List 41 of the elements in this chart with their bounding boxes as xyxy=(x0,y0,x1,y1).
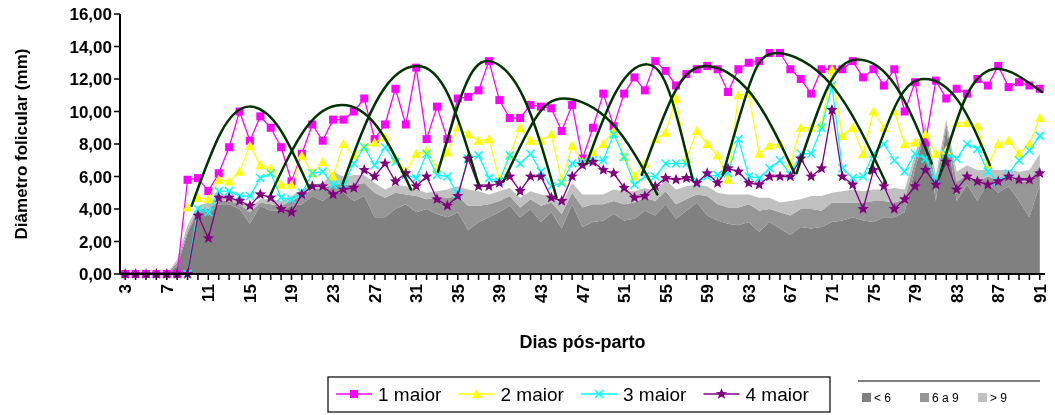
y-tick-label: 12,00 xyxy=(69,70,112,89)
x-tick-label: 79 xyxy=(906,284,926,303)
x-tick-label: 47 xyxy=(573,284,593,303)
legend-label: 2 maior xyxy=(500,384,565,405)
legend-label: 6 a 9 xyxy=(932,391,960,405)
x-axis-title: Dias pós-parto xyxy=(519,332,646,352)
y-tick-label: 8,00 xyxy=(78,135,112,154)
x-tick-label: 55 xyxy=(656,284,676,303)
x-tick-label: 39 xyxy=(490,284,510,303)
legend-label: < 6 xyxy=(874,391,892,405)
x-tick-label: 51 xyxy=(615,284,635,303)
x-tick-label: 35 xyxy=(448,284,468,303)
x-tick-label: 15 xyxy=(240,284,260,303)
x-tick-label: 75 xyxy=(864,284,884,303)
legend-label: > 9 xyxy=(990,391,1008,405)
y-axis-title: Diâmetro folicular (mm) xyxy=(12,48,31,240)
x-tick-label: 83 xyxy=(947,284,967,303)
x-tick-label: 7 xyxy=(157,284,177,294)
x-tick-label: 59 xyxy=(698,284,718,303)
y-tick-label: 2,00 xyxy=(78,232,112,252)
x-tick-label: 87 xyxy=(989,284,1009,303)
x-tick-label: 63 xyxy=(739,284,759,303)
legend-label: 1 maior xyxy=(378,384,443,405)
y-tick-label: 6,00 xyxy=(78,167,112,187)
y-tick-label: 4,00 xyxy=(78,200,112,219)
x-tick-label: 19 xyxy=(282,284,302,303)
y-tick-label: 10,00 xyxy=(69,102,112,122)
y-tick-label: 16,00 xyxy=(69,5,112,24)
x-tick-label: 71 xyxy=(822,284,842,303)
x-tick-label: 91 xyxy=(1030,284,1050,303)
y-tick-label: 0,00 xyxy=(78,265,112,284)
x-tick-label: 43 xyxy=(531,284,551,303)
x-tick-label: 31 xyxy=(407,284,427,303)
x-tick-label: 3 xyxy=(116,284,136,294)
legend-label: 4 maior xyxy=(745,384,810,405)
x-tick-label: 23 xyxy=(324,284,344,303)
y-tick-label: 14,00 xyxy=(69,37,112,57)
x-tick-label: 67 xyxy=(781,284,801,303)
x-tick-label: 11 xyxy=(199,284,219,302)
legend-label: 3 maior xyxy=(623,384,688,405)
x-tick-label: 27 xyxy=(365,284,385,303)
